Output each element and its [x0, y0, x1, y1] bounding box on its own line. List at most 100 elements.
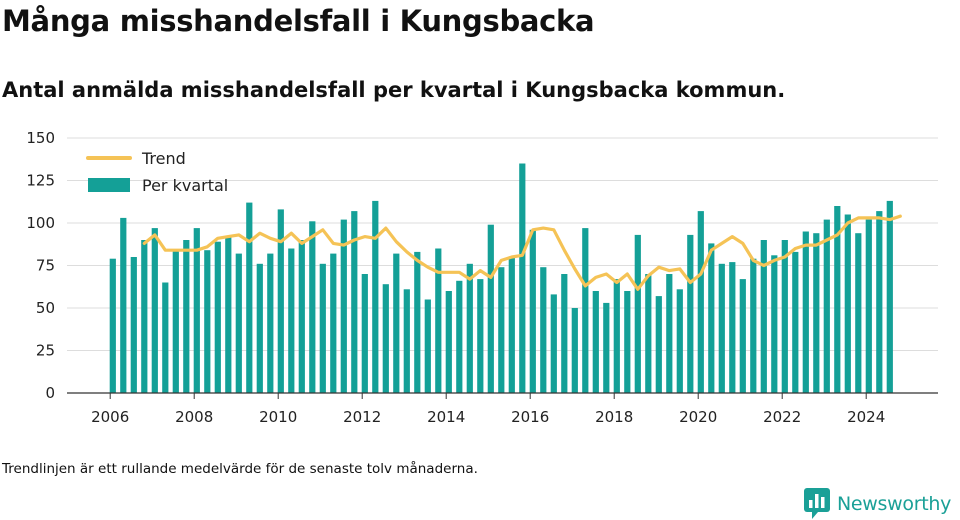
bar — [246, 202, 253, 393]
bar — [288, 248, 295, 393]
y-tick-label: 0 — [45, 384, 55, 402]
trend-line — [142, 214, 902, 291]
x-tick-label: 2024 — [847, 408, 885, 426]
y-tick-label: 50 — [36, 299, 55, 317]
legend-bar-swatch — [88, 178, 130, 192]
bar — [351, 211, 358, 393]
bar — [498, 267, 505, 393]
bar — [393, 253, 400, 393]
bar — [823, 219, 830, 393]
bar — [634, 234, 641, 393]
bar — [760, 240, 767, 393]
y-tick-label: 125 — [26, 172, 55, 190]
bar — [771, 255, 778, 393]
bar — [571, 308, 578, 393]
bar — [141, 240, 148, 393]
bar — [792, 251, 799, 393]
bar — [508, 257, 515, 393]
legend-trend-label: Trend — [141, 149, 186, 168]
bar — [330, 253, 337, 393]
bar — [592, 291, 599, 393]
x-tick-label: 2010 — [259, 408, 297, 426]
bar — [361, 274, 368, 393]
y-axis-ticks: 0 25 50 75 100 125 150 — [26, 129, 55, 402]
bar — [214, 241, 221, 393]
bar — [813, 233, 820, 393]
bar — [319, 263, 326, 393]
bar — [834, 206, 841, 393]
bar — [540, 267, 547, 393]
bar — [750, 258, 757, 393]
bar — [655, 296, 662, 393]
legend-bar-label: Per kvartal — [142, 176, 228, 195]
bar — [855, 233, 862, 393]
bar — [802, 231, 809, 393]
bar — [876, 211, 883, 393]
page-title: Många misshandelsfall i Kungsbacka — [2, 4, 595, 38]
bar — [267, 253, 274, 393]
chart: 0 25 50 75 100 125 150 2006 2008 2010 2012 2014 201… — [26, 129, 938, 426]
bar — [466, 263, 473, 393]
legend: Trend Per kvartal — [86, 149, 228, 195]
bar — [204, 250, 211, 393]
bar — [477, 279, 484, 393]
bar — [193, 228, 200, 393]
bar-chart-logo-icon — [804, 488, 830, 519]
bar — [729, 262, 736, 393]
bar — [886, 200, 893, 393]
bar — [519, 163, 526, 393]
x-tick-label: 2020 — [679, 408, 717, 426]
x-tick-label: 2008 — [175, 408, 213, 426]
bar — [340, 219, 347, 393]
bar — [435, 248, 442, 393]
bar — [708, 243, 715, 393]
bar — [718, 263, 725, 393]
bar — [456, 280, 463, 393]
bars — [109, 163, 893, 393]
bar — [603, 302, 610, 393]
bar — [309, 221, 316, 393]
brand-logo[interactable]: Newsworthy — [804, 488, 951, 520]
bar — [550, 294, 557, 393]
bar — [130, 257, 137, 393]
bar — [225, 236, 232, 393]
footnote: Trendlinjen är ett rullande medelvärde f… — [2, 461, 478, 477]
x-tick-label: 2006 — [91, 408, 129, 426]
bar — [529, 229, 536, 393]
bar — [414, 251, 421, 393]
x-tick-label: 2018 — [595, 408, 633, 426]
bar — [298, 240, 305, 393]
bar — [613, 279, 620, 393]
bar — [697, 211, 704, 393]
bar — [382, 284, 389, 393]
bar — [172, 250, 179, 393]
bar — [162, 282, 169, 393]
y-tick-label: 25 — [36, 342, 55, 360]
bar — [445, 291, 452, 393]
y-tick-label: 75 — [36, 257, 55, 275]
bar — [666, 274, 673, 393]
bar — [676, 289, 683, 393]
bar — [256, 263, 263, 393]
bar — [561, 274, 568, 393]
bar — [424, 299, 431, 393]
y-tick-label: 100 — [26, 214, 55, 232]
bar — [687, 234, 694, 393]
bar — [120, 217, 127, 393]
bar — [372, 200, 379, 393]
bar — [645, 274, 652, 393]
x-axis: 2006 2008 2010 2012 2014 2016 2018 2020 2022 2024 — [67, 392, 938, 426]
bar — [487, 224, 494, 393]
bar — [109, 258, 116, 393]
bar — [844, 214, 851, 393]
bar — [582, 228, 589, 393]
bar — [277, 209, 284, 393]
bar — [183, 240, 190, 393]
bar — [235, 253, 242, 393]
x-tick-label: 2014 — [427, 408, 465, 426]
x-tick-label: 2012 — [343, 408, 381, 426]
bar — [739, 279, 746, 393]
bar — [781, 240, 788, 393]
brand-name: Newsworthy — [837, 493, 952, 515]
bar — [151, 228, 158, 393]
